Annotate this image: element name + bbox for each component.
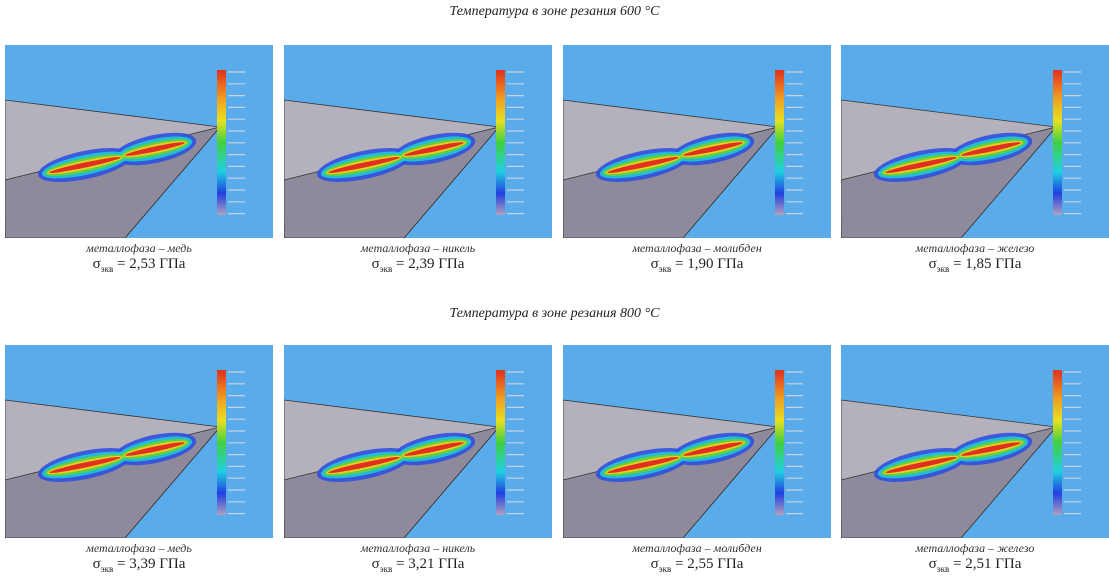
- colorbar: [1053, 70, 1062, 215]
- stress-subscript: экв: [380, 264, 393, 274]
- stress-value: σэкв = 2,55 ГПа: [563, 556, 831, 574]
- panel-caption: металлофаза – никель: [284, 541, 552, 556]
- stress-value: σэкв = 2,53 ГПа: [5, 256, 273, 274]
- section-title: Температура в зоне резания 600 °С: [0, 4, 1109, 20]
- simulation-image: [841, 45, 1109, 238]
- colorbar: [1053, 370, 1062, 515]
- panel-caption: металлофаза – медь: [5, 541, 273, 556]
- stress-subscript: экв: [101, 264, 114, 274]
- panel-caption: металлофаза – никель: [284, 241, 552, 256]
- stress-number: = 2,55 ГПа: [675, 556, 743, 572]
- stress-symbol: σ: [651, 556, 659, 572]
- simulation-image: [5, 345, 273, 538]
- stress-subscript: экв: [659, 564, 672, 574]
- stress-number: = 2,39 ГПа: [396, 256, 464, 272]
- stress-number: = 3,39 ГПа: [117, 556, 185, 572]
- stress-symbol: σ: [93, 556, 101, 572]
- stress-value: σэкв = 3,21 ГПа: [284, 556, 552, 574]
- simulation-image: [284, 345, 552, 538]
- simulation-image: [563, 345, 831, 538]
- stress-value: σэкв = 2,39 ГПа: [284, 256, 552, 274]
- panel-caption: металлофаза – молибден: [563, 241, 831, 256]
- stress-subscript: экв: [380, 564, 393, 574]
- stress-symbol: σ: [651, 256, 659, 272]
- stress-subscript: экв: [659, 264, 672, 274]
- stress-number: = 1,85 ГПа: [953, 256, 1021, 272]
- panel-caption: металлофаза – железо: [841, 241, 1109, 256]
- stress-symbol: σ: [929, 556, 937, 572]
- figure: Температура в зоне резания 600 °С металло…: [0, 0, 1109, 576]
- stress-symbol: σ: [929, 256, 937, 272]
- colorbar: [496, 70, 505, 215]
- stress-value: σэкв = 2,51 ГПа: [841, 556, 1109, 574]
- section-title: Температура в зоне резания 800 °С: [0, 306, 1109, 322]
- simulation-image: [5, 45, 273, 238]
- stress-subscript: экв: [101, 564, 114, 574]
- stress-symbol: σ: [93, 256, 101, 272]
- colorbar: [775, 370, 784, 515]
- simulation-image: [841, 345, 1109, 538]
- stress-value: σэкв = 3,39 ГПа: [5, 556, 273, 574]
- stress-number: = 2,53 ГПа: [117, 256, 185, 272]
- colorbar: [775, 70, 784, 215]
- stress-value: σэкв = 1,90 ГПа: [563, 256, 831, 274]
- stress-number: = 3,21 ГПа: [396, 556, 464, 572]
- stress-value: σэкв = 1,85 ГПа: [841, 256, 1109, 274]
- panel-caption: металлофаза – молибден: [563, 541, 831, 556]
- stress-number: = 2,51 ГПа: [953, 556, 1021, 572]
- colorbar: [496, 370, 505, 515]
- stress-symbol: σ: [372, 256, 380, 272]
- stress-number: = 1,90 ГПа: [675, 256, 743, 272]
- colorbar: [217, 370, 226, 515]
- stress-symbol: σ: [372, 556, 380, 572]
- panel-caption: металлофаза – медь: [5, 241, 273, 256]
- stress-subscript: экв: [937, 264, 950, 274]
- colorbar: [217, 70, 226, 215]
- panel-caption: металлофаза – железо: [841, 541, 1109, 556]
- simulation-image: [563, 45, 831, 238]
- simulation-image: [284, 45, 552, 238]
- stress-subscript: экв: [937, 564, 950, 574]
